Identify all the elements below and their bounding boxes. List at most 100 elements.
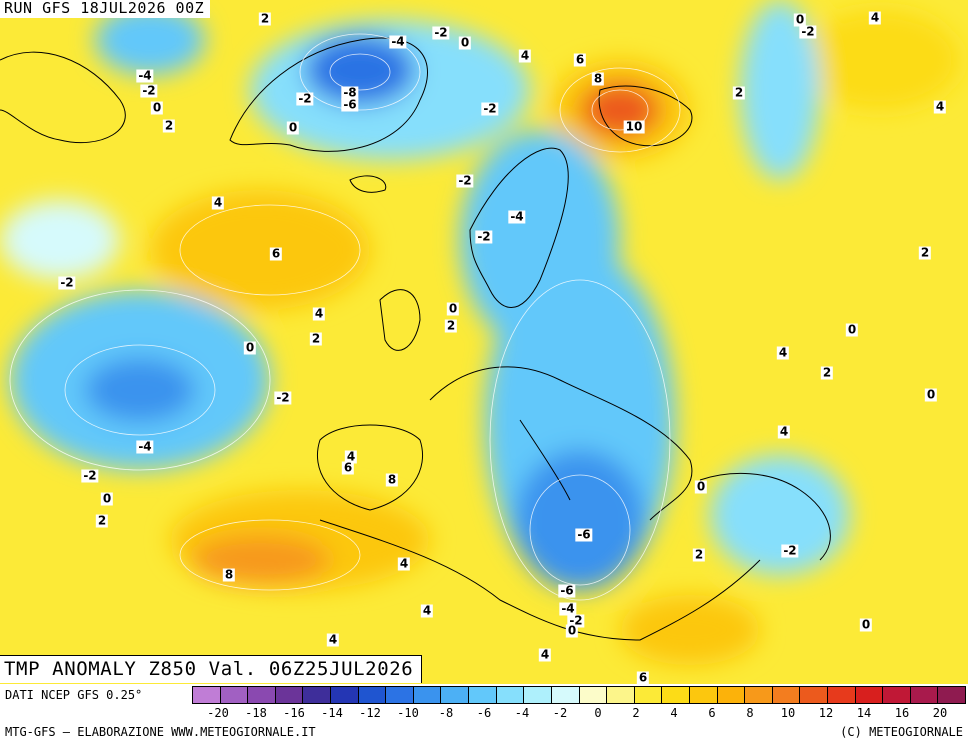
cold-anomaly-canada bbox=[95, 5, 205, 75]
scale-cell bbox=[524, 687, 552, 703]
scale-tick-label: -10 bbox=[397, 706, 419, 720]
cold-anomaly-middle-east bbox=[710, 455, 850, 575]
anomaly-value-label: 0 bbox=[243, 340, 257, 355]
cold-core-mediterranean bbox=[515, 450, 645, 590]
scale-tick-label: -6 bbox=[476, 706, 492, 720]
anomaly-value-label: 0 bbox=[286, 120, 300, 135]
anomaly-value-label: -4 bbox=[559, 601, 577, 616]
anomaly-value-label: 0 bbox=[845, 322, 859, 337]
scandinavia-coast bbox=[469, 147, 569, 308]
anomaly-value-label: -2 bbox=[58, 275, 76, 290]
anomaly-value-label: 8 bbox=[385, 472, 399, 487]
anomaly-value-label: 8 bbox=[591, 71, 605, 86]
scale-tick-label: -12 bbox=[359, 706, 381, 720]
contour-finland-outer bbox=[559, 67, 681, 153]
scale-cell bbox=[579, 687, 608, 703]
anomaly-value-label: 2 bbox=[732, 85, 746, 100]
iberia-coast bbox=[316, 424, 424, 511]
scale-cell bbox=[634, 687, 663, 703]
anomaly-value-label: 2 bbox=[162, 118, 176, 133]
anomaly-value-label: 0 bbox=[565, 623, 579, 638]
contour-atlantic-outer bbox=[9, 289, 271, 471]
greenland-coast bbox=[229, 37, 428, 152]
cold-core-greenland bbox=[305, 35, 415, 105]
anomaly-value-label: 2 bbox=[820, 365, 834, 380]
iceland-coast bbox=[349, 175, 387, 193]
scale-cell bbox=[883, 687, 911, 703]
scale-cell bbox=[220, 687, 249, 703]
anomaly-value-label: 10 bbox=[623, 119, 645, 134]
contour-finland-inner bbox=[591, 89, 649, 131]
anomaly-value-label: -2 bbox=[567, 613, 585, 628]
anomaly-value-label: 0 bbox=[100, 491, 114, 506]
scale-tick-label: 2 bbox=[632, 706, 640, 720]
warm-anomaly-atlantic bbox=[150, 190, 370, 310]
footer: DATI NCEP GFS 0.25° -20 -18 -16 -14 -12 -10 -8… bbox=[0, 684, 968, 745]
scale-cell bbox=[855, 687, 884, 703]
europe-south-coast bbox=[429, 366, 693, 521]
scale-tick-label: 20 bbox=[932, 706, 948, 720]
scale-tick-label: 14 bbox=[856, 706, 872, 720]
scale-cell bbox=[910, 687, 939, 703]
scale-cell bbox=[745, 687, 773, 703]
anomaly-value-label: -2 bbox=[432, 25, 450, 40]
anomaly-value-label: -4 bbox=[508, 209, 526, 224]
anomaly-value-label: 4 bbox=[518, 48, 532, 63]
scale-tick-label: 12 bbox=[818, 706, 834, 720]
scale-tick-label: 10 bbox=[780, 706, 796, 720]
scale-cell bbox=[800, 687, 829, 703]
anomaly-value-label: -6 bbox=[575, 527, 593, 542]
scale-cell bbox=[331, 687, 359, 703]
scale-tick-label: 16 bbox=[894, 706, 910, 720]
scale-tick-label: 8 bbox=[746, 706, 754, 720]
credit-left: MTG-GFS — ELABORAZIONE WWW.METEOGIORNALE… bbox=[5, 725, 316, 739]
credit-right: (C) METEOGIORNALE bbox=[840, 725, 963, 739]
scale-tick-label: -20 bbox=[207, 706, 229, 720]
anomaly-value-label: 4 bbox=[933, 99, 947, 114]
map-title: TMP ANOMALY Z850 Val. 06Z25JUL2026 bbox=[0, 655, 423, 683]
anomaly-value-label: 4 bbox=[868, 10, 882, 25]
anomaly-value-label: 0 bbox=[793, 12, 807, 27]
anomaly-value-label: -2 bbox=[81, 468, 99, 483]
italy-coast bbox=[519, 419, 571, 501]
contour-greenland-outer bbox=[299, 33, 421, 111]
anomaly-value-label: -2 bbox=[799, 24, 817, 39]
scale-tick-label: -4 bbox=[514, 706, 530, 720]
anomaly-value-label: 4 bbox=[312, 306, 326, 321]
anomaly-value-label: 2 bbox=[444, 318, 458, 333]
anomaly-value-label: -8 bbox=[341, 85, 359, 100]
anomaly-value-label: 0 bbox=[924, 387, 938, 402]
scale-cell bbox=[193, 687, 221, 703]
scale-cell bbox=[275, 687, 304, 703]
color-scale-bar bbox=[192, 686, 966, 704]
anomaly-value-label: 6 bbox=[269, 246, 283, 261]
contour-africa-warm bbox=[179, 519, 361, 591]
warm-anomaly-northeast bbox=[800, 10, 960, 110]
color-scale-ticks: -20 -18 -16 -14 -12 -10 -8 -6 -4 -2 0 2 4 6 8 10 12 14 16 2… bbox=[192, 706, 966, 722]
coastlines bbox=[0, 37, 831, 641]
anomaly-value-label: 8 bbox=[222, 567, 236, 582]
anomaly-value-label: 6 bbox=[573, 52, 587, 67]
warm-anomaly-egypt bbox=[620, 595, 760, 665]
cold-anomaly-russia bbox=[740, 0, 820, 180]
anomaly-value-label: 4 bbox=[420, 603, 434, 618]
scale-cell bbox=[469, 687, 497, 703]
scale-cell bbox=[441, 687, 470, 703]
scale-tick-label: 4 bbox=[670, 706, 678, 720]
scale-cell bbox=[551, 687, 580, 703]
scale-tick-label: 0 bbox=[594, 706, 602, 720]
anomaly-value-label: -2 bbox=[296, 91, 314, 106]
anomaly-value-label: -4 bbox=[389, 34, 407, 49]
anomaly-value-label: 2 bbox=[918, 245, 932, 260]
scale-tick-label: -14 bbox=[321, 706, 343, 720]
scale-cell bbox=[303, 687, 332, 703]
anomaly-value-label: 4 bbox=[326, 632, 340, 647]
anomaly-value-label: -2 bbox=[274, 390, 292, 405]
data-source-label: DATI NCEP GFS 0.25° bbox=[5, 688, 143, 702]
cold-core-atlantic bbox=[85, 358, 195, 422]
anomaly-value-label: 4 bbox=[777, 424, 791, 439]
scale-cell bbox=[772, 687, 801, 703]
scale-cell bbox=[828, 687, 856, 703]
anomaly-value-label: 6 bbox=[341, 460, 355, 475]
scale-tick-label: -18 bbox=[245, 706, 267, 720]
